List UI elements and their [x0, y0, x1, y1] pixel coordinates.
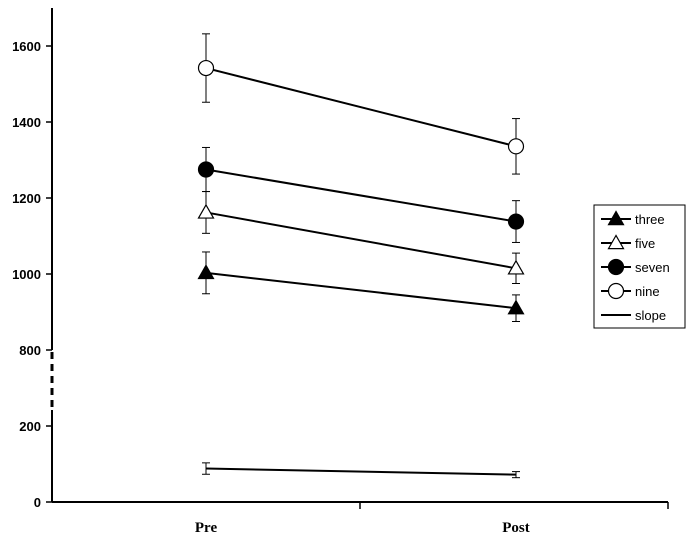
legend-item-seven: seven [601, 258, 670, 276]
axes: 0 200 800 1000 1200 1400 1600 Pre Post [12, 8, 669, 536]
x-tick-label-pre: Pre [195, 520, 218, 536]
point-three-1 [507, 299, 525, 315]
legend-label-nine: nine [635, 284, 660, 299]
series-nine [197, 33, 525, 175]
series-seven [197, 146, 525, 243]
series-layer [197, 33, 525, 479]
legend-marker-seven [607, 258, 625, 276]
point-nine-0 [197, 59, 215, 77]
legend-label-three: three [635, 212, 665, 227]
legend-label-five: five [635, 236, 655, 251]
series-line-five [205, 211, 517, 270]
y-tick-label-0: 0 [34, 495, 41, 510]
series-line-nine [205, 67, 517, 148]
legend-marker-five [607, 234, 625, 250]
y-tick-label-1600: 1600 [12, 39, 41, 54]
legend-label-seven: seven [635, 260, 670, 275]
point-seven-1 [507, 213, 525, 230]
point-nine-1 [507, 138, 525, 155]
x-tick-label-post: Post [502, 520, 530, 536]
legend-marker-three [607, 210, 625, 226]
series-line-slope [205, 467, 517, 476]
series-five [197, 191, 525, 284]
legend-marker-nine [607, 282, 625, 300]
series-slope [202, 462, 520, 479]
y-tick-label-1000: 1000 [12, 267, 41, 282]
y-tick-label-1400: 1400 [12, 115, 41, 130]
y-tick-label-200: 200 [19, 419, 41, 434]
legend-item-five: five [601, 234, 655, 251]
y-tick-label-1200: 1200 [12, 191, 41, 206]
series-line-three [205, 271, 517, 310]
series-line-seven [205, 168, 517, 223]
legend-item-nine: nine [601, 282, 660, 300]
legend-label-slope: slope [635, 308, 666, 323]
point-five-1 [507, 259, 525, 275]
point-three-0 [197, 264, 215, 280]
legend: three five seven nine slope [593, 204, 686, 329]
legend-item-three: three [601, 210, 665, 227]
legend-item-slope: slope [601, 308, 666, 323]
y-tick-label-800: 800 [19, 343, 41, 358]
series-three [197, 251, 525, 322]
point-seven-0 [197, 161, 215, 178]
point-five-0 [197, 203, 215, 219]
